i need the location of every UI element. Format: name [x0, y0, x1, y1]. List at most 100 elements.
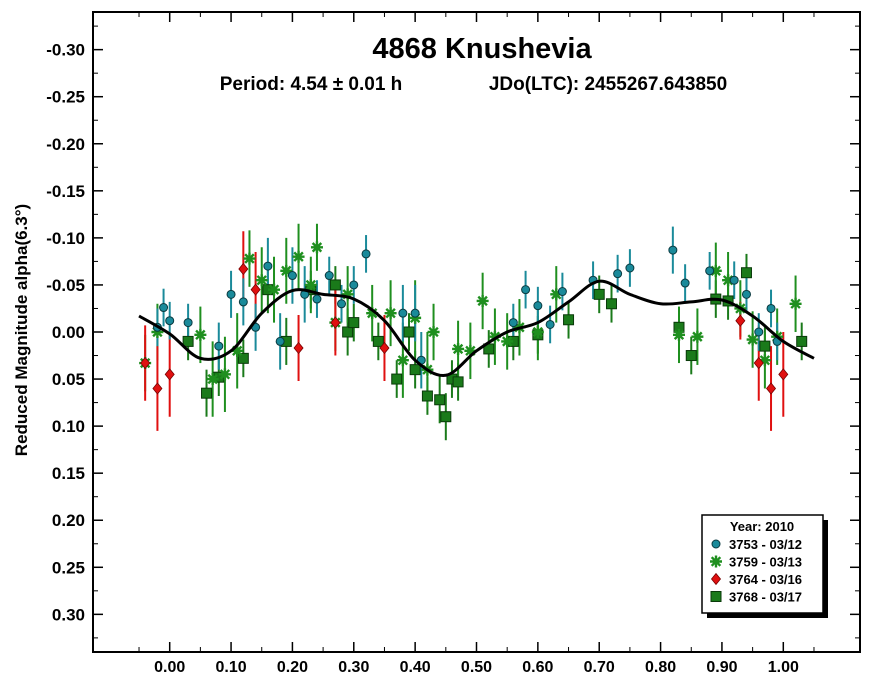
x-tick-label: 0.60: [522, 659, 553, 676]
data-point-diamond: [293, 341, 304, 355]
y-tick-label: 0.30: [52, 605, 85, 624]
x-tick-label: 0.00: [154, 659, 185, 676]
data-point-asterisk: [709, 264, 722, 277]
data-point-asterisk: [789, 297, 802, 310]
data-point-asterisk: [231, 344, 244, 357]
data-point-circle: [349, 280, 359, 290]
x-tick-label: 0.90: [706, 659, 737, 676]
legend-marker-square: [710, 591, 722, 602]
data-point-circle: [705, 266, 715, 276]
y-tick-label: 0.05: [52, 370, 85, 389]
legend-marker-circle: [711, 539, 721, 549]
data-point-square: [403, 326, 415, 338]
data-point-diamond: [238, 262, 249, 276]
chart-subtitle-period: Period: 4.54 ± 0.01 h: [220, 74, 403, 95]
data-point-asterisk: [268, 283, 281, 296]
x-tick-label: 0.10: [215, 659, 246, 676]
data-point-asterisk: [464, 344, 477, 357]
y-tick-label: -0.25: [46, 88, 85, 107]
data-point-asterisk: [501, 335, 514, 348]
data-point-asterisk: [384, 307, 397, 320]
data-point-asterisk: [550, 288, 563, 301]
data-point-asterisk: [476, 294, 489, 307]
data-point-circle: [729, 275, 739, 285]
data-point-circle: [226, 289, 236, 299]
data-point-asterisk: [304, 278, 317, 291]
data-point-square: [372, 335, 384, 347]
y-tick-label: 0.25: [52, 558, 85, 577]
data-point-square: [434, 394, 446, 406]
data-point-asterisk: [194, 328, 207, 341]
legend-title: Year: 2010: [730, 519, 794, 534]
data-point-asterisk: [722, 274, 735, 287]
x-tick-label: 0.50: [461, 659, 492, 676]
data-point-diamond: [330, 316, 341, 329]
data-point-circle: [533, 301, 543, 311]
data-point-asterisk: [366, 307, 379, 320]
data-point-square: [605, 298, 617, 310]
data-point-square: [593, 288, 605, 300]
data-point-circle: [214, 341, 224, 351]
x-tick-label: 0.80: [645, 659, 676, 676]
y-axis-label: Reduced Magnitude alpha(6.3°): [12, 204, 31, 456]
x-tick-label: 0.20: [277, 659, 308, 676]
data-point-circle: [183, 318, 193, 328]
data-point-circle: [275, 336, 285, 346]
y-tick-label: -0.10: [46, 229, 85, 248]
x-tick-label: 1.00: [768, 659, 799, 676]
data-point-circle: [159, 303, 169, 313]
y-tick-label: -0.15: [46, 182, 85, 201]
data-point-circle: [668, 245, 678, 255]
data-point-circle: [625, 263, 635, 273]
data-point-circle: [557, 287, 567, 297]
data-point-circle: [680, 278, 690, 288]
data-point-square: [440, 411, 452, 423]
data-point-asterisk: [218, 368, 231, 381]
x-tick-label: 0.30: [338, 659, 369, 676]
y-tick-label: 0.15: [52, 464, 85, 483]
data-point-asterisk: [280, 264, 293, 277]
data-point-diamond: [152, 382, 163, 395]
data-point-asterisk: [310, 241, 323, 254]
y-tick-label: -0.05: [46, 276, 85, 295]
data-point-square: [685, 350, 697, 362]
data-point-asterisk: [427, 326, 440, 338]
data-point-asterisk: [396, 354, 409, 367]
data-point-square: [391, 373, 403, 385]
data-point-square: [759, 340, 771, 352]
data-point-circle: [508, 318, 518, 328]
data-point-asterisk: [409, 311, 422, 324]
data-point-circle: [263, 261, 273, 271]
data-point-circle: [545, 319, 555, 329]
data-point-asterisk: [691, 330, 704, 343]
data-point-circle: [766, 303, 776, 313]
legend-box: [701, 514, 824, 614]
data-point-circle: [361, 249, 371, 259]
data-point-circle: [324, 271, 334, 281]
data-point-asterisk: [672, 328, 685, 341]
data-point-circle: [741, 289, 751, 299]
data-point-asterisk: [758, 354, 771, 367]
y-tick-label: 0.00: [52, 323, 85, 342]
data-point-asterisk: [292, 250, 305, 263]
x-axis: 0.00 0.10 0.20 0.30 0.40 0.50 0.60 0.70 0.80 0.90…: [138, 12, 815, 676]
data-point-asterisk: [341, 288, 354, 301]
data-point-square: [796, 335, 808, 347]
y-tick-label: 0.10: [52, 417, 85, 436]
data-point-square: [342, 326, 354, 338]
legend-entry: 3768 - 03/17: [729, 590, 802, 605]
legend-marker-diamond: [710, 572, 722, 586]
data-point-circle: [410, 308, 420, 318]
data-point-square: [409, 364, 421, 376]
data-point-asterisk: [255, 274, 268, 287]
data-point-asterisk: [243, 252, 256, 265]
legend: Year: 2010 3753 - 03/12 3759 - 03/13 3764 …: [701, 514, 828, 618]
legend-entry: 3764 - 03/16: [729, 572, 802, 587]
data-point-circle: [238, 297, 248, 307]
data-point-square: [740, 267, 752, 279]
legend-entry: 3759 - 03/13: [729, 555, 802, 570]
data-point-diamond: [250, 283, 261, 296]
data-point-square: [237, 352, 249, 364]
y-tick-label: -0.20: [46, 135, 85, 154]
data-point-diamond: [140, 356, 151, 370]
